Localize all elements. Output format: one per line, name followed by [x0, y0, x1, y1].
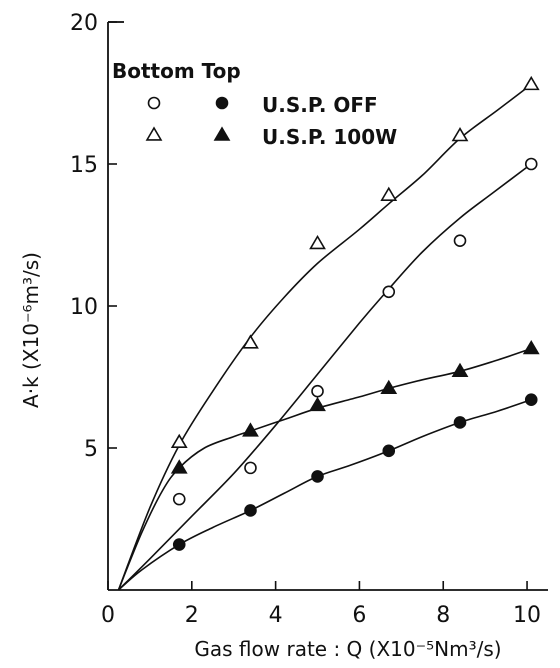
y-tick-label: 10: [70, 295, 98, 320]
legend-marker-top: [215, 96, 229, 110]
y-tick-label: 5: [84, 437, 98, 462]
legend-marker-bottom: [145, 126, 163, 141]
data-point-0-2: [309, 234, 326, 250]
legend-label-usp-100w: U.S.P. 100W: [262, 125, 397, 149]
x-tick-label: 10: [513, 603, 541, 628]
data-point-3-1: [244, 504, 257, 517]
legend-label-usp-off: U.S.P. OFF: [262, 93, 378, 117]
legend-marker-bottom: [147, 96, 161, 110]
x-tick-label: 2: [185, 603, 199, 628]
data-point-0-1: [242, 334, 259, 349]
data-point-1-0: [172, 492, 186, 506]
data-point-2-5: [522, 340, 540, 355]
x-tick-label: 4: [269, 603, 283, 628]
data-point-1-3: [382, 285, 396, 299]
data-point-1-4: [453, 234, 467, 247]
data-point-1-1: [244, 461, 257, 475]
data-point-2-0: [170, 459, 188, 474]
data-point-0-0: [170, 433, 188, 449]
data-point-2-3: [380, 379, 398, 395]
data-point-3-2: [311, 470, 324, 483]
data-point-1-2: [311, 384, 324, 398]
series-curve-1: [117, 163, 532, 591]
data-point-1-5: [524, 157, 538, 171]
data-point-0-3: [380, 186, 398, 201]
data-point-2-2: [309, 396, 326, 412]
data-point-0-4: [451, 127, 469, 142]
x-tick-label: 6: [352, 603, 366, 628]
legend-marker-top-off: [215, 96, 229, 110]
x-tick-label: 8: [436, 603, 450, 628]
y-tick-label: 15: [70, 153, 98, 178]
x-axis-title: Gas flow rate : Q (X10⁻⁵Nm³/s): [194, 637, 501, 661]
data-point-2-4: [451, 362, 469, 378]
y-tick-label: 20: [70, 11, 98, 36]
ticks: 0 2 4 6 8 10 5 10 15 20: [70, 11, 541, 628]
legend-marker-top-100w: [213, 126, 231, 141]
legend-row-usp-100w: U.S.P. 100W: [145, 125, 397, 149]
legend-row-usp-off: U.S.P. OFF: [147, 93, 378, 117]
legend-header: Bottom Top: [112, 59, 241, 83]
legend-marker-bottom-off: [147, 96, 161, 110]
curves: [117, 83, 532, 591]
data-point-2-1: [242, 422, 259, 437]
legend-marker-bottom-100w: [145, 126, 163, 141]
data-point-3-5: [524, 393, 538, 407]
data-point-3-0: [172, 538, 186, 551]
legend-marker-top: [213, 126, 231, 141]
y-axis-title: A·k (X10⁻⁶m³/s): [19, 252, 43, 408]
points: [170, 75, 540, 551]
series-curve-0: [117, 83, 532, 591]
x-tick-label: 0: [101, 603, 115, 628]
series-curve-2: [117, 347, 532, 591]
data-point-0-5: [522, 75, 540, 91]
data-point-3-3: [382, 444, 396, 458]
data-point-3-4: [453, 416, 467, 429]
legend: Bottom Top U.S.P. OFF U.S.P. 100W: [112, 59, 397, 149]
